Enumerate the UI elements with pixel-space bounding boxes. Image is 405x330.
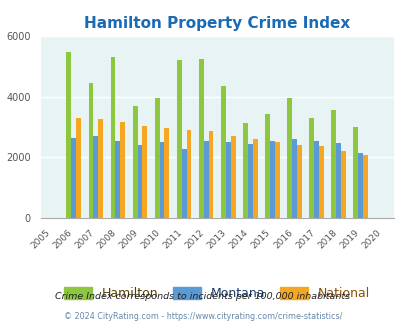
Bar	[208, 131, 213, 218]
Bar	[318, 147, 323, 218]
Bar	[66, 52, 71, 218]
Bar	[203, 141, 208, 218]
Bar	[88, 82, 93, 218]
Bar	[110, 56, 115, 218]
Bar	[132, 106, 137, 218]
Bar	[264, 114, 269, 218]
Bar	[220, 85, 225, 218]
Bar	[225, 143, 230, 218]
Bar	[243, 123, 247, 218]
Bar	[352, 127, 357, 218]
Text: Crime Index corresponds to incidents per 100,000 inhabitants: Crime Index corresponds to incidents per…	[55, 292, 350, 301]
Bar	[71, 138, 76, 218]
Legend: Hamilton, Montana, National: Hamilton, Montana, National	[59, 282, 374, 305]
Bar	[340, 151, 345, 218]
Bar	[176, 60, 181, 218]
Bar	[142, 126, 147, 218]
Bar	[269, 141, 274, 218]
Bar	[330, 111, 335, 218]
Bar	[137, 145, 142, 218]
Bar	[181, 149, 186, 218]
Bar	[164, 128, 169, 218]
Bar	[313, 141, 318, 218]
Bar	[154, 98, 159, 218]
Bar	[198, 59, 203, 218]
Bar	[247, 144, 252, 218]
Bar	[335, 144, 340, 218]
Bar	[120, 122, 125, 218]
Bar	[115, 141, 120, 218]
Bar	[76, 118, 81, 218]
Bar	[291, 139, 296, 218]
Bar	[362, 154, 367, 218]
Bar	[296, 145, 301, 218]
Text: © 2024 CityRating.com - https://www.cityrating.com/crime-statistics/: © 2024 CityRating.com - https://www.city…	[64, 313, 341, 321]
Bar	[309, 118, 313, 218]
Bar	[93, 136, 98, 218]
Bar	[274, 142, 279, 218]
Bar	[230, 136, 235, 218]
Title: Hamilton Property Crime Index: Hamilton Property Crime Index	[84, 16, 350, 31]
Bar	[357, 153, 362, 218]
Bar	[252, 139, 257, 218]
Bar	[159, 143, 164, 218]
Bar	[186, 130, 191, 218]
Bar	[98, 119, 103, 218]
Bar	[286, 98, 291, 218]
